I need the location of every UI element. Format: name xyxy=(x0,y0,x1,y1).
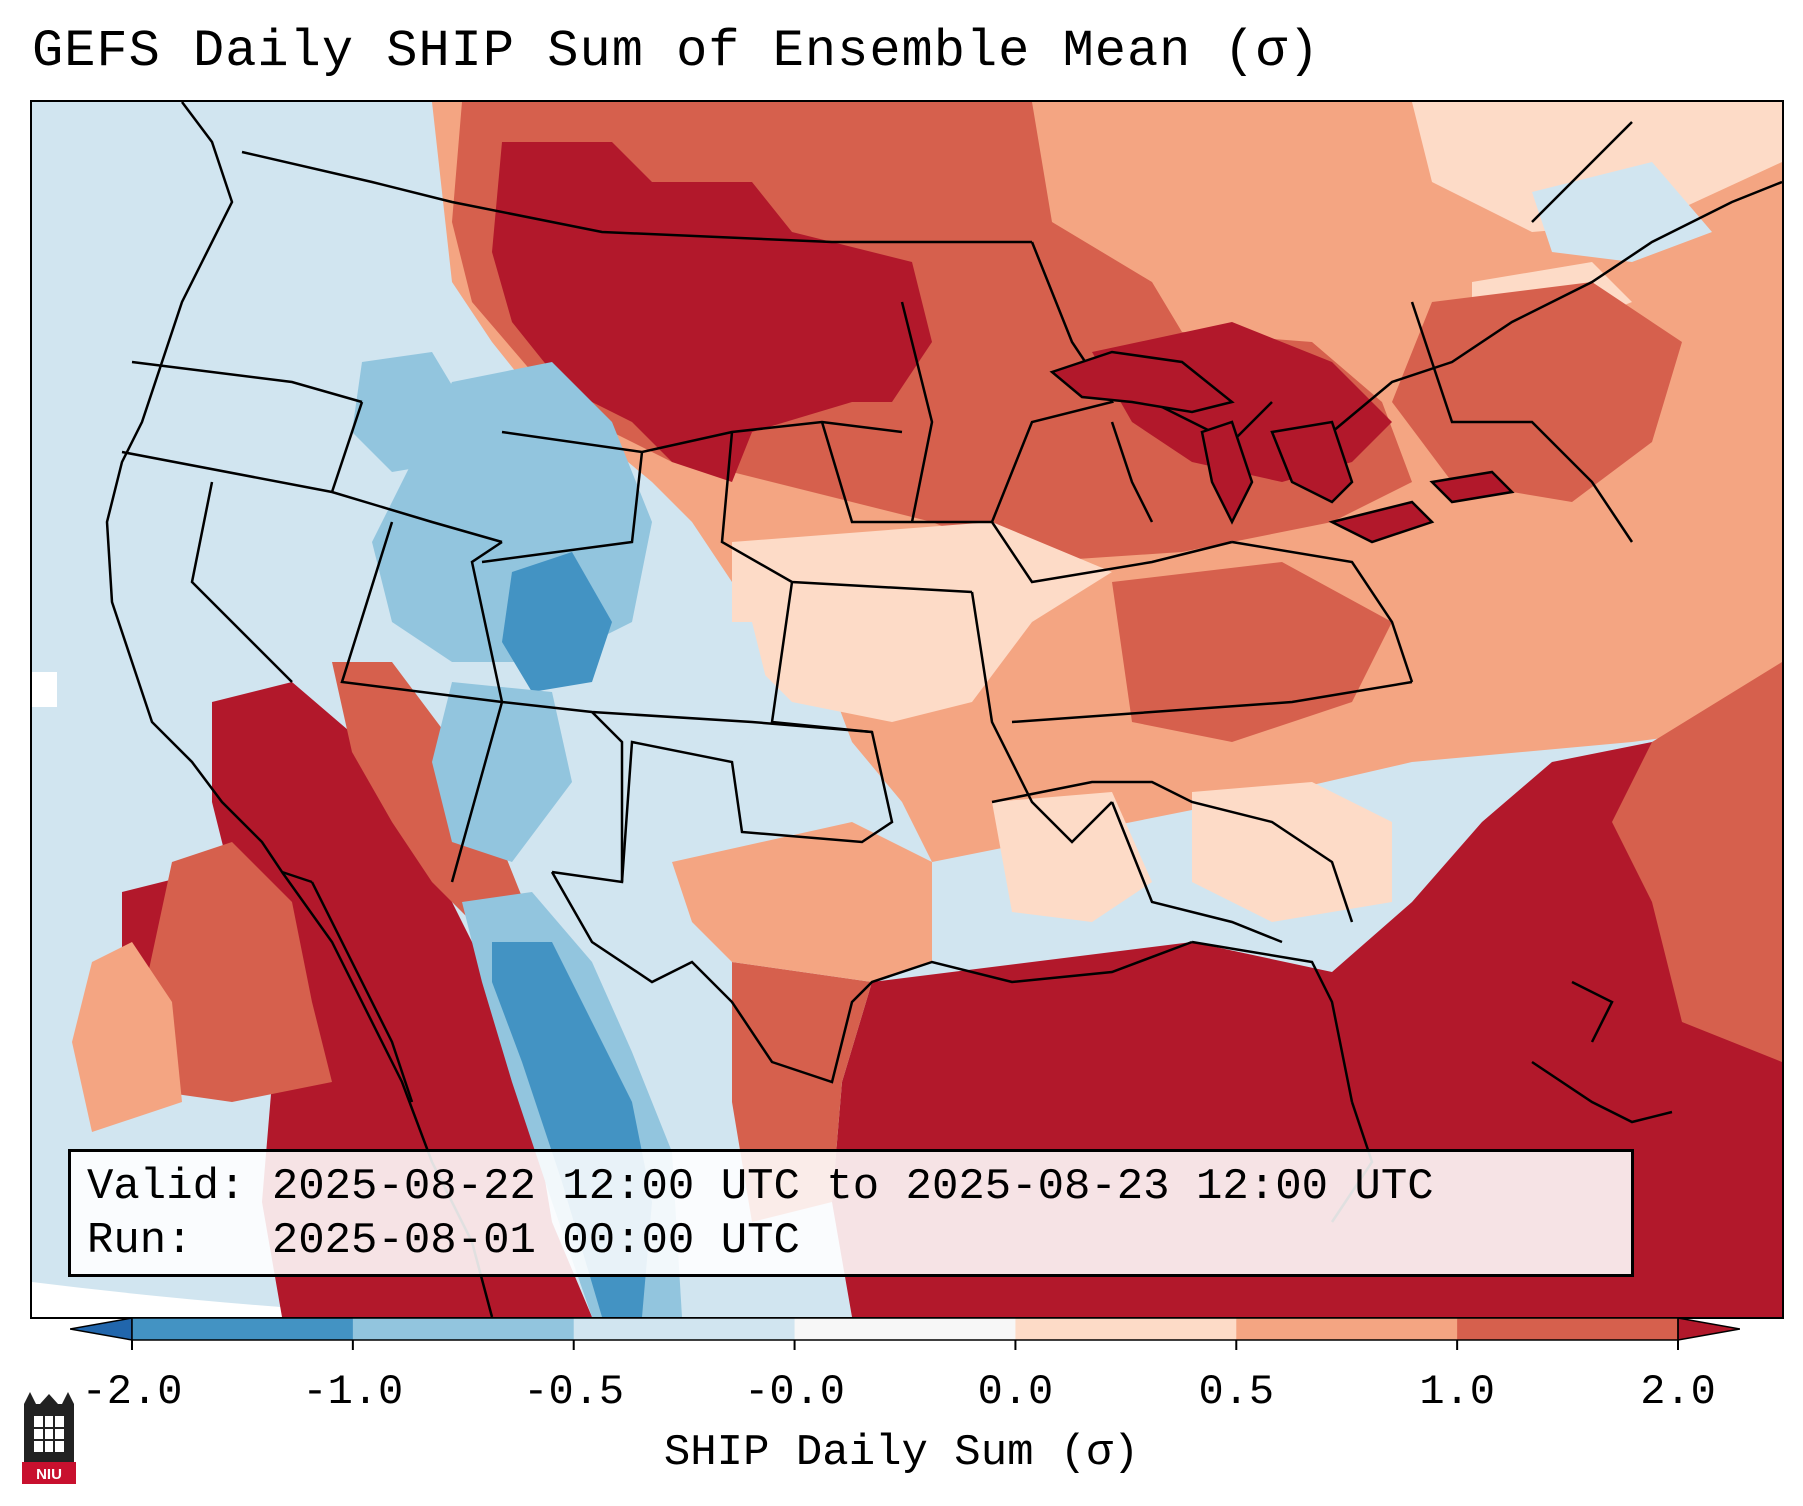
colorbar-extend-low xyxy=(70,1317,133,1341)
colorbar-segment xyxy=(1457,1318,1679,1340)
colorbar-frame xyxy=(131,1317,1679,1341)
colorbar-tick-label: 2.0 xyxy=(1640,1368,1716,1416)
run-info-box: Valid: 2025-08-22 12:00 UTC to 2025-08-2… xyxy=(68,1149,1634,1277)
map-title: GEFS Daily SHIP Sum of Ensemble Mean (σ) xyxy=(32,22,1321,81)
colorbar-tick-label: -1.0 xyxy=(302,1368,404,1416)
colorbar-segment xyxy=(1236,1318,1458,1340)
map-panel: Valid: 2025-08-22 12:00 UTC to 2025-08-2… xyxy=(30,100,1784,1319)
valid-label: Valid: xyxy=(87,1162,246,1212)
colorbar-tick-label: -0.0 xyxy=(744,1368,845,1416)
state-borders xyxy=(105,102,1782,1317)
colorbar xyxy=(70,1316,1740,1376)
valid-value: 2025-08-22 12:00 UTC to 2025-08-23 12:00… xyxy=(271,1162,1434,1212)
run-value: 2025-08-01 00:00 UTC xyxy=(271,1216,800,1266)
colorbar-swatches xyxy=(70,1317,1740,1350)
colorbar-segment xyxy=(573,1318,796,1340)
colorbar-tick-label: 1.0 xyxy=(1419,1368,1495,1416)
colorbar-label: SHIP Daily Sum (σ) xyxy=(663,1428,1140,1478)
niu-logo: NIU xyxy=(22,1392,76,1484)
colorbar-tick-label: 0.0 xyxy=(977,1368,1054,1416)
colorbar-segment xyxy=(794,1318,1016,1340)
great-lakes xyxy=(1049,350,1515,544)
colorbar-segment xyxy=(132,1318,354,1340)
colorbar-tick-label: 0.5 xyxy=(1198,1368,1275,1416)
colorbar-segment xyxy=(352,1318,575,1340)
colorbar-extend-high xyxy=(1677,1317,1740,1341)
colorbar-tick-label: -2.0 xyxy=(81,1368,183,1416)
colorbar-segment xyxy=(1015,1318,1237,1340)
ship-anomaly-map xyxy=(32,102,1782,1317)
anomaly-field-layer xyxy=(72,102,1782,1317)
colorbar-tick-label: -0.5 xyxy=(523,1368,625,1416)
logo-text: NIU xyxy=(36,1466,62,1483)
run-label: Run: xyxy=(87,1216,193,1266)
